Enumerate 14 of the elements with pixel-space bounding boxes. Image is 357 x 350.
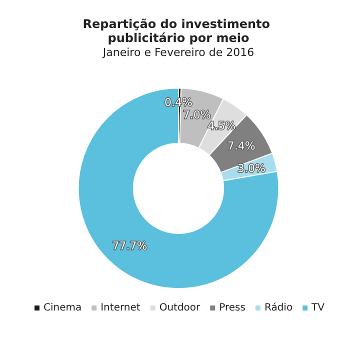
data-label: 3.0% — [238, 162, 266, 176]
data-label: 7.4% — [227, 140, 256, 153]
data-label: 0.4% — [164, 96, 192, 110]
legend-label: Rádio — [264, 302, 293, 314]
data-label: 77.7% — [112, 240, 148, 253]
legend-label: Cinema — [43, 302, 82, 314]
data-label: 7.0% — [182, 108, 211, 122]
legend-label: Press — [219, 302, 246, 314]
data-label: 4.5% — [208, 120, 236, 133]
chart-subtitle: Janeiro e Fevereiro de 2016 — [102, 46, 254, 59]
legend-label: Internet — [100, 302, 140, 314]
legend-label: Outdoor — [159, 302, 202, 314]
chart-title: Repartição do investimento publicitário por meio — [82, 17, 274, 45]
legend-label: TV — [310, 302, 325, 314]
